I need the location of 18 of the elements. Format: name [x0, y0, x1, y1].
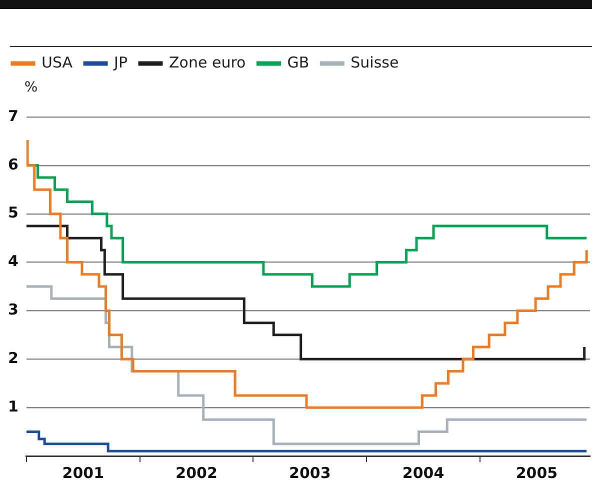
- x-tick-label: 2005: [516, 464, 558, 482]
- y-axis-title: %: [24, 80, 38, 96]
- legend-label: USA: [42, 53, 74, 72]
- y-tick-label: 5: [8, 204, 18, 222]
- y-tick-label: 4: [8, 252, 18, 270]
- y-tick-label: 3: [8, 300, 18, 319]
- x-tick-label: 2001: [62, 464, 104, 482]
- y-tick-label: 2: [8, 349, 18, 368]
- y-tick-label: 1: [8, 397, 18, 416]
- legend-label: Zone euro: [169, 53, 246, 72]
- legend-label: Suisse: [350, 53, 399, 72]
- y-tick-label: 6: [8, 155, 18, 174]
- x-tick-label: 2003: [289, 464, 331, 482]
- legend-label: JP: [113, 53, 128, 72]
- legend-label: GB: [287, 53, 310, 72]
- y-tick-label: 7: [8, 106, 18, 125]
- x-tick-label: 2002: [176, 464, 218, 482]
- x-tick-label: 2004: [402, 464, 444, 482]
